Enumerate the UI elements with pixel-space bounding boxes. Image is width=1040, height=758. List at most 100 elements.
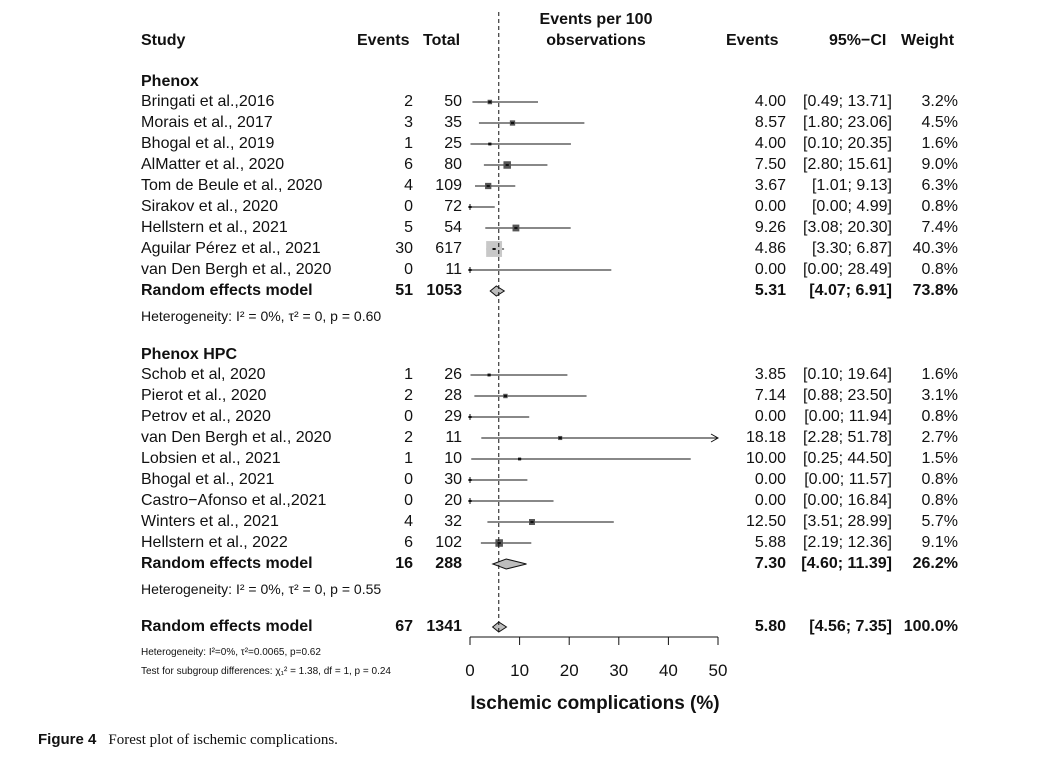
- row-ci: [0.10; 20.35]: [803, 135, 892, 152]
- header-plot-line2: observations: [546, 32, 646, 49]
- row-total: 72: [444, 198, 462, 215]
- row-weight: 26.2%: [912, 555, 958, 572]
- header-events-right: Events: [726, 32, 779, 49]
- row-estimate: 7.30: [754, 555, 786, 572]
- row-estimate: 10.00: [745, 450, 786, 467]
- row-label: van Den Bergh et al., 2020: [141, 429, 332, 446]
- header-study: Study: [141, 32, 186, 49]
- row-label: Tom de Beule et al., 2020: [141, 177, 323, 194]
- row-ci: [0.00; 4.99]: [811, 198, 892, 215]
- row-events: 4: [404, 177, 413, 194]
- row-estimate: 0.00: [754, 408, 786, 425]
- row-events: 51: [395, 282, 413, 299]
- row-total: 28: [444, 387, 462, 404]
- row-events: 0: [404, 198, 413, 215]
- row-label: Random effects model: [141, 282, 313, 299]
- x-tick-label: 0: [465, 661, 474, 680]
- header-ci: 95%−CI: [829, 32, 887, 49]
- summary-diamond: [491, 558, 527, 570]
- row-events: 6: [404, 534, 413, 551]
- row-estimate: 9.26: [754, 219, 786, 236]
- row-events: 2: [404, 93, 413, 110]
- x-tick-label: 40: [659, 661, 678, 680]
- row-estimate: 0.00: [754, 198, 786, 215]
- row-estimate: 5.88: [754, 534, 786, 551]
- row-weight: 2.7%: [921, 429, 958, 446]
- row-total: 11: [445, 261, 462, 278]
- row-total: 11: [445, 429, 462, 446]
- row-ci: [2.28; 51.78]: [803, 429, 892, 446]
- row-ci: [4.60; 11.39]: [801, 555, 892, 572]
- row-weight: 4.5%: [921, 114, 958, 131]
- row-weight: 3.1%: [921, 387, 958, 404]
- row-weight: 0.8%: [921, 492, 958, 509]
- row-label: Bhogal et al., 2021: [141, 471, 275, 488]
- row-estimate: 4.86: [754, 240, 786, 257]
- row-estimate: 18.18: [745, 429, 786, 446]
- row-label: Hellstern et al., 2021: [141, 219, 288, 236]
- row-events: 0: [404, 471, 413, 488]
- row-total: 32: [444, 513, 462, 530]
- row-total: 10: [444, 450, 462, 467]
- figure-caption: Figure 4 Forest plot of ischemic complica…: [38, 731, 338, 749]
- row-estimate: 3.67: [754, 177, 786, 194]
- row-label: Winters et al., 2021: [141, 513, 279, 530]
- row-label: van Den Bergh et al., 2020: [141, 261, 332, 278]
- row-events: 0: [404, 261, 413, 278]
- heterogeneity-phenox: Heterogeneity: I² = 0%, τ² = 0, p = 0.60: [141, 308, 382, 324]
- row-label: Bringati et al.,2016: [141, 93, 275, 110]
- row-weight: 3.2%: [921, 93, 958, 110]
- row-events: 1: [404, 366, 413, 383]
- caption-label: Figure 4: [38, 731, 97, 748]
- header-plot-line1: Events per 100: [539, 11, 653, 28]
- row-label: Sirakov et al., 2020: [141, 198, 278, 215]
- row-estimate: 7.14: [754, 387, 786, 404]
- row-estimate: 7.50: [754, 156, 786, 173]
- row-events: 0: [404, 492, 413, 509]
- row-total: 288: [435, 555, 462, 572]
- row-events: 3: [404, 114, 413, 131]
- row-ci: [0.88; 23.50]: [803, 387, 892, 404]
- row-estimate: 3.85: [754, 366, 786, 383]
- subgroup-test: Test for subgroup differences: χ₁² = 1.3…: [141, 666, 391, 677]
- row-ci: [0.00; 28.49]: [803, 261, 892, 278]
- row-ci: [0.00; 11.57]: [804, 471, 892, 488]
- row-total: 80: [444, 156, 462, 173]
- row-label: Hellstern et al., 2022: [141, 534, 288, 551]
- row-estimate: 4.00: [754, 135, 786, 152]
- row-total: 26: [444, 366, 462, 383]
- row-weight: 6.3%: [921, 177, 958, 194]
- row-total: 617: [435, 240, 462, 257]
- header-weight: Weight: [901, 32, 955, 49]
- row-ci: [3.08; 20.30]: [803, 219, 892, 236]
- row-events: 30: [395, 240, 413, 257]
- caption-text: Forest plot of ischemic complications.: [108, 732, 338, 748]
- row-events: 2: [404, 387, 413, 404]
- row-estimate: 5.31: [754, 282, 786, 299]
- row-events: 6: [404, 156, 413, 173]
- row-total: 102: [435, 534, 462, 551]
- row-ci: [1.80; 23.06]: [803, 114, 892, 131]
- row-ci: [0.00; 11.94]: [804, 408, 892, 425]
- x-tick-label: 10: [510, 661, 529, 680]
- row-ci: [4.07; 6.91]: [809, 282, 892, 299]
- row-ci: [1.01; 9.13]: [811, 177, 892, 194]
- row-ci: [2.80; 15.61]: [803, 156, 892, 173]
- group-title-phenox-hpc: Phenox HPC: [141, 346, 238, 363]
- row-weight: 1.6%: [921, 135, 958, 152]
- row-weight: 73.8%: [912, 282, 958, 299]
- row-total: 54: [444, 219, 462, 236]
- row-weight: 0.8%: [921, 471, 958, 488]
- row-events: 1: [404, 450, 413, 467]
- row-total: 1053: [426, 282, 462, 299]
- row-total: 35: [444, 114, 462, 131]
- group-title-phenox: Phenox: [141, 73, 199, 90]
- row-total: 25: [444, 135, 462, 152]
- row-ci: [0.49; 13.71]: [803, 93, 892, 110]
- row-label: Schob et al, 2020: [141, 366, 266, 383]
- summary-diamond: [489, 285, 506, 297]
- row-events: 67: [395, 618, 413, 635]
- row-total: 30: [444, 471, 462, 488]
